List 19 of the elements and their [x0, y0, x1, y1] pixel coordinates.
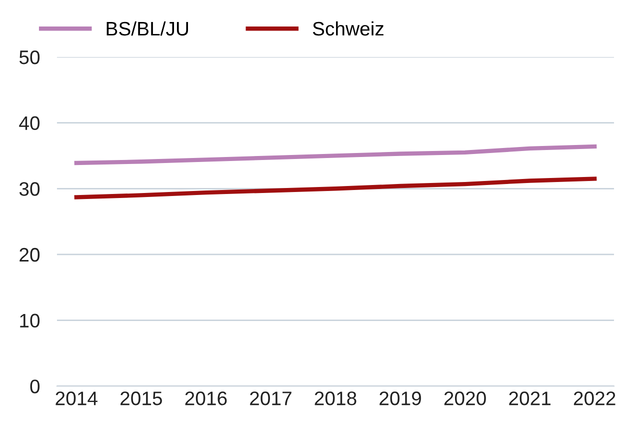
legend-label: Schweiz: [312, 21, 384, 36]
x-tick-label: 2014: [56, 392, 98, 406]
y-tick-label: 0: [30, 380, 40, 394]
line-series: [74, 176, 597, 200]
y-tick-label: 10: [20, 314, 40, 328]
x-tick-label: 2016: [185, 392, 227, 406]
y-tick-label: 30: [19, 182, 40, 196]
x-tick-label: 2015: [120, 392, 162, 406]
y-tick-label: 40: [19, 116, 40, 130]
y-tick-label: 20: [20, 248, 40, 262]
x-tick-label: 2020: [444, 392, 486, 406]
x-tick-label: 2017: [250, 392, 292, 406]
line-series: [74, 144, 597, 166]
x-tick-label: 2022: [574, 392, 616, 406]
x-tick-label: 2018: [314, 392, 356, 406]
legend-label: BS/BL/JU: [106, 21, 188, 36]
y-tick-label: 50: [19, 50, 40, 64]
x-tick-label: 2019: [380, 392, 421, 406]
x-tick-label: 2021: [509, 392, 550, 406]
